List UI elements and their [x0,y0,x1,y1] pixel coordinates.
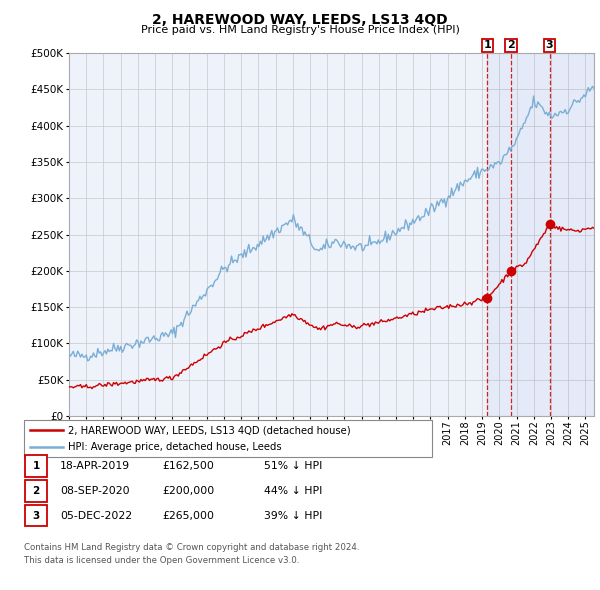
Text: 2: 2 [32,486,40,496]
Text: HPI: Average price, detached house, Leeds: HPI: Average price, detached house, Leed… [68,442,281,452]
Text: 08-SEP-2020: 08-SEP-2020 [60,486,130,496]
Text: 3: 3 [546,40,553,50]
Text: 2, HAREWOOD WAY, LEEDS, LS13 4QD: 2, HAREWOOD WAY, LEEDS, LS13 4QD [152,13,448,27]
Text: Contains HM Land Registry data © Crown copyright and database right 2024.: Contains HM Land Registry data © Crown c… [24,543,359,552]
Text: 3: 3 [32,511,40,520]
Text: 18-APR-2019: 18-APR-2019 [60,461,130,471]
Text: 05-DEC-2022: 05-DEC-2022 [60,511,132,520]
Text: This data is licensed under the Open Government Licence v3.0.: This data is licensed under the Open Gov… [24,556,299,565]
Text: 51% ↓ HPI: 51% ↓ HPI [264,461,322,471]
Text: 39% ↓ HPI: 39% ↓ HPI [264,511,322,520]
Text: 1: 1 [32,461,40,471]
Text: £200,000: £200,000 [162,486,214,496]
Text: 2: 2 [507,40,515,50]
Bar [487,53,594,416]
Text: £265,000: £265,000 [162,511,214,520]
Text: 2, HAREWOOD WAY, LEEDS, LS13 4QD (detached house): 2, HAREWOOD WAY, LEEDS, LS13 4QD (detach… [68,425,350,435]
Text: 44% ↓ HPI: 44% ↓ HPI [264,486,322,496]
Text: £162,500: £162,500 [162,461,214,471]
Text: 1: 1 [483,40,491,50]
Text: Price paid vs. HM Land Registry's House Price Index (HPI): Price paid vs. HM Land Registry's House … [140,25,460,35]
